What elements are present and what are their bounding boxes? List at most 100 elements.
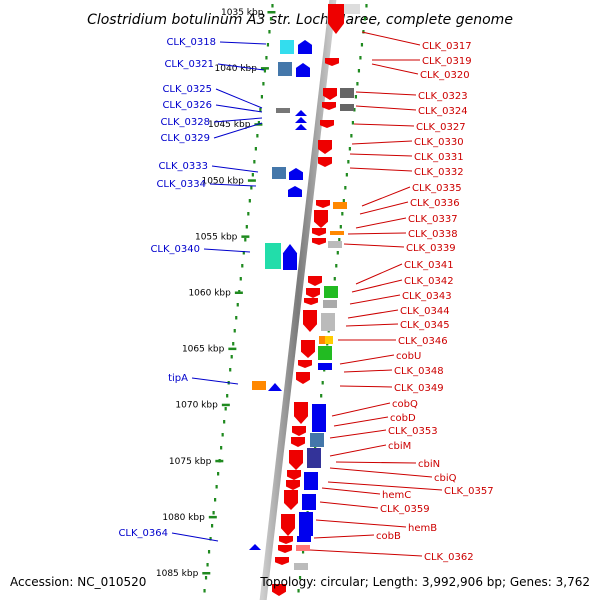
guide-dot xyxy=(253,160,256,164)
reverse-gene-label: CLK_0340 xyxy=(150,244,200,255)
guide-dot xyxy=(344,186,347,190)
leader-line xyxy=(219,41,267,45)
forward-gene-glyph xyxy=(292,426,306,436)
forward-gene-label: CLK_0342 xyxy=(404,276,454,287)
forward-gene-label: CLK_0319 xyxy=(422,56,472,67)
guide-dot xyxy=(338,238,341,242)
forward-gene-glyph xyxy=(296,372,310,384)
guide-dot xyxy=(360,43,364,47)
forward-gene-glyph xyxy=(302,494,316,510)
guide-dot xyxy=(348,147,351,151)
guide-dot xyxy=(356,82,359,86)
forward-gene-glyph xyxy=(318,346,332,360)
forward-gene-label: CLK_0337 xyxy=(408,214,458,225)
reverse-gene-glyph xyxy=(295,110,307,116)
leader-line xyxy=(347,309,399,319)
forward-gene-glyph xyxy=(291,437,305,447)
leader-line xyxy=(351,140,413,145)
guide-dot xyxy=(298,576,302,580)
forward-gene-glyph xyxy=(275,557,289,565)
guide-dot xyxy=(347,160,350,164)
leader-line xyxy=(203,248,251,253)
guide-dot xyxy=(230,355,233,359)
leader-line xyxy=(331,402,391,417)
leader-line xyxy=(217,63,265,71)
leader-line xyxy=(349,294,401,305)
forward-gene-label: CLK_0336 xyxy=(410,198,460,209)
reverse-gene-glyph xyxy=(295,124,307,130)
forward-gene-glyph xyxy=(286,480,300,490)
forward-gene-glyph xyxy=(272,584,286,596)
forward-gene-label: CLK_0324 xyxy=(418,106,468,117)
scale-tick xyxy=(215,459,224,463)
leader-line xyxy=(355,263,403,285)
leader-line xyxy=(329,444,387,457)
forward-gene-glyph xyxy=(333,202,347,209)
scale-label: 1040 kbp xyxy=(215,64,258,74)
guide-dot xyxy=(271,4,274,8)
reverse-gene-glyph xyxy=(296,63,310,77)
leader-line xyxy=(319,501,379,509)
forward-gene-label: hemB xyxy=(408,523,437,534)
guide-dot xyxy=(265,56,268,60)
forward-gene-label: cbiM xyxy=(388,441,411,452)
guide-dot xyxy=(232,342,235,346)
backbone xyxy=(259,0,337,600)
scale-label: 1045 kbp xyxy=(208,120,251,130)
forward-gene-label: CLK_0320 xyxy=(420,70,470,81)
guide-dot xyxy=(245,225,248,229)
scale-tick xyxy=(241,235,250,238)
scale-tick xyxy=(202,572,211,575)
reverse-gene-glyph xyxy=(265,243,281,269)
forward-gene-label: CLK_0330 xyxy=(414,137,464,148)
forward-gene-label: cobB xyxy=(376,531,401,542)
guide-dot xyxy=(339,225,342,229)
guide-dot xyxy=(259,108,262,112)
reverse-gene-glyph xyxy=(278,62,292,76)
guide-dot xyxy=(269,17,273,21)
scale-label: 1080 kbp xyxy=(162,513,205,523)
leader-line xyxy=(343,243,405,248)
feature-layer xyxy=(249,4,360,596)
guide-dot xyxy=(209,537,212,541)
guide-dot xyxy=(247,212,250,216)
forward-gene-glyph xyxy=(325,336,333,344)
guide-dot xyxy=(365,4,368,8)
guide-dot xyxy=(341,212,344,216)
leader-line xyxy=(351,279,403,293)
forward-gene-glyph xyxy=(281,514,295,536)
scale-label: 1050 kbp xyxy=(201,176,244,186)
leader-line xyxy=(333,416,389,427)
map-title: Clostridium botulinum A3 str. Loch Maree… xyxy=(87,12,513,28)
leader-line xyxy=(313,534,375,539)
forward-gene-glyph xyxy=(312,228,326,236)
reverse-gene-glyph xyxy=(288,186,302,197)
forward-gene-glyph xyxy=(328,4,344,34)
leader-line xyxy=(359,201,409,215)
forward-gene-glyph xyxy=(319,336,325,344)
leader-line xyxy=(213,122,263,139)
forward-gene-label: CLK_0338 xyxy=(408,229,458,240)
forward-gene-glyph xyxy=(307,448,321,468)
leader-line xyxy=(315,519,407,528)
scale-label: 1070 kbp xyxy=(175,401,218,411)
forward-gene-label: CLK_0343 xyxy=(402,291,452,302)
forward-gene-glyph xyxy=(324,286,338,298)
guide-dot xyxy=(242,251,245,255)
scale-label: 1055 kbp xyxy=(195,232,238,242)
reverse-gene-glyph xyxy=(298,40,312,54)
label-layer: CLK_0318 CLK_0321 CLK_0325 CLK_0326 CLK_0328… xyxy=(118,31,494,563)
scale-label: 1075 kbp xyxy=(169,457,212,467)
forward-gene-glyph xyxy=(303,310,317,332)
forward-gene-glyph xyxy=(323,300,337,308)
forward-gene-label: cobD xyxy=(390,413,416,424)
forward-gene-label: CLK_0339 xyxy=(406,243,456,254)
leader-line xyxy=(213,117,263,123)
guide-dot xyxy=(354,95,358,99)
forward-gene-label: CLK_0346 xyxy=(398,336,448,347)
guide-dot xyxy=(212,511,215,515)
forward-gene-glyph xyxy=(298,360,312,368)
guide-dot xyxy=(204,576,208,580)
guide-dot xyxy=(239,277,242,281)
guide-dot xyxy=(297,589,300,593)
